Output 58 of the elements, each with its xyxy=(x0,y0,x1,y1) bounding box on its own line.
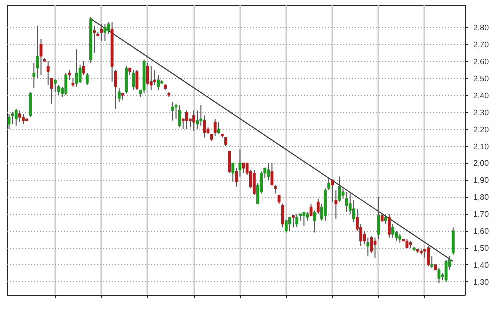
candlestick xyxy=(18,110,22,124)
candlestick xyxy=(214,118,217,137)
y-tick-label: 2,30 xyxy=(474,108,490,118)
candlestick xyxy=(345,192,348,213)
y-tick-label: 2,60 xyxy=(474,57,490,66)
candlestick xyxy=(384,214,388,225)
candlestick xyxy=(125,66,128,94)
y-tick-label: 2,10 xyxy=(474,142,490,152)
y-tick-label: 2,80 xyxy=(474,24,490,33)
candlestick xyxy=(132,69,136,91)
candlestick xyxy=(75,49,78,88)
candlestick xyxy=(267,162,270,181)
candlestick xyxy=(150,66,153,91)
y-tick-label: 1,50 xyxy=(474,244,490,254)
candlestick xyxy=(136,69,139,91)
candlestick xyxy=(58,84,60,96)
y-tick-label: 2,50 xyxy=(474,74,490,84)
candlestick xyxy=(302,212,306,226)
candlestick xyxy=(427,246,430,268)
y-tick-label: 2,20 xyxy=(474,125,490,134)
candlestick xyxy=(86,72,89,86)
candlestick xyxy=(192,110,196,132)
y-tick-label: 2,70 xyxy=(474,40,490,50)
candlestick xyxy=(228,150,232,174)
candlestick xyxy=(392,224,394,238)
candlestick xyxy=(377,196,380,240)
candlestick xyxy=(292,215,295,228)
candlestick xyxy=(22,114,25,125)
y-tick-label: 1,90 xyxy=(474,176,490,186)
y-tick-label: 2,40 xyxy=(474,91,490,100)
y-tick-label: 2,00 xyxy=(474,159,490,168)
candlestick xyxy=(100,24,104,42)
candlestick xyxy=(178,105,182,128)
candlestick xyxy=(444,259,448,282)
candlestick xyxy=(252,170,256,196)
candlestick xyxy=(185,110,188,130)
y-tick-label: 1,40 xyxy=(474,260,490,270)
y-tick-label: 1,30 xyxy=(474,278,490,287)
candlestick xyxy=(296,214,299,228)
candlestick xyxy=(104,24,107,42)
candlestick xyxy=(452,227,455,256)
y-tick-label: 1,80 xyxy=(474,193,490,202)
candlestick xyxy=(29,91,32,118)
candlestick xyxy=(370,236,374,254)
y-tick-label: 1,60 xyxy=(474,227,490,236)
candlestick xyxy=(93,25,96,54)
candlestick xyxy=(270,162,274,186)
candlestick xyxy=(46,60,50,86)
y-tick-label: 1,70 xyxy=(474,210,490,220)
candlestick xyxy=(64,72,68,96)
candlestick xyxy=(14,108,18,126)
candlestick xyxy=(331,180,334,203)
candlestick xyxy=(388,214,391,238)
candlestick xyxy=(217,122,220,135)
candlestick xyxy=(438,268,441,284)
candlestick xyxy=(288,216,292,232)
candlestick xyxy=(54,80,57,92)
candlestick xyxy=(281,203,284,228)
